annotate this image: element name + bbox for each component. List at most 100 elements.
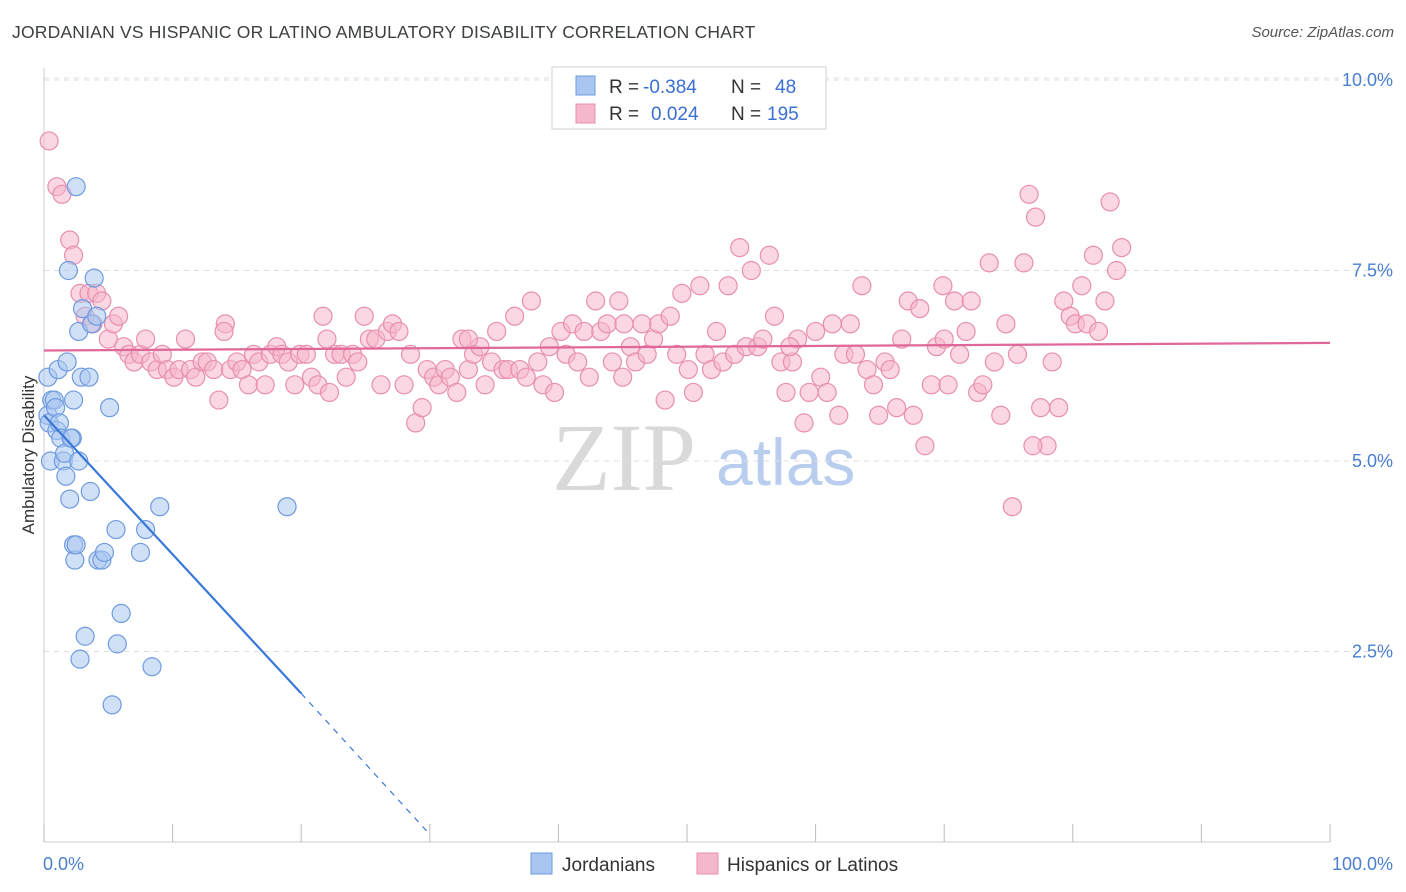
jordanian-point-28 (75, 626, 95, 646)
x-tick-label-min: 0.0% (43, 854, 84, 874)
hispanic-point-166 (991, 405, 1011, 425)
hispanic-point-176 (1049, 398, 1069, 418)
hispanic-point-134 (805, 321, 826, 342)
hispanic-point-129 (776, 382, 796, 403)
jordanian-point-15 (58, 260, 79, 281)
hispanic-point-93 (568, 352, 588, 372)
hispanic-point-59 (371, 375, 391, 395)
jordanian-point-14 (57, 352, 77, 372)
hispanic-point-89 (544, 382, 565, 403)
hispanic-point-95 (579, 367, 599, 387)
hispanic-point-36 (238, 375, 259, 395)
hispanic-point-189 (934, 329, 954, 349)
hispanic-point-173 (1031, 398, 1051, 418)
hispanic-point-49 (313, 306, 333, 326)
hispanic-point-109 (660, 306, 680, 326)
hispanic-point-112 (678, 359, 698, 380)
hispanic-point-194 (214, 321, 234, 342)
y-tick-label-1: 5.0% (1352, 451, 1393, 471)
hispanic-point-163 (973, 375, 993, 395)
bottom-legend-label-hispanics: Hispanics or Latinos (727, 855, 898, 876)
legend-n-label-2: N = (731, 104, 761, 125)
jordanian-point-18 (63, 390, 84, 410)
hispanic-point-110 (667, 344, 687, 364)
hispanic-point-153 (915, 436, 935, 456)
hispanic-point-117 (706, 321, 727, 342)
legend-n-value-2: 195 (767, 104, 799, 125)
watermark: ZIP atlas (552, 404, 855, 511)
hispanic-point-172 (1025, 207, 1046, 227)
x-tick-labels: 0.0% 100.0% (43, 854, 1393, 874)
jordanian-point-38 (106, 519, 126, 540)
bottom-legend-swatch-hispanics (696, 852, 719, 875)
hispanic-point-160 (956, 321, 976, 342)
jordanian-point-43 (142, 657, 162, 677)
hispanic-point-148 (887, 398, 907, 418)
hispanic-point-82 (505, 306, 525, 326)
hispanic-point-100 (609, 291, 629, 311)
bottom-legend-swatch-jordanians (530, 852, 553, 875)
hispanic-point-164 (979, 253, 999, 273)
chart-source: Source: ZipAtlas.com (1251, 24, 1394, 41)
jordanian-point-41 (130, 542, 151, 563)
hispanic-point-85 (521, 291, 541, 311)
hispanic-point-158 (944, 291, 965, 311)
jordanian-point-40 (111, 603, 131, 624)
hispanic-point-119 (718, 276, 738, 296)
bottom-legend-label-jordanians: Jordanians (562, 855, 655, 876)
hispanic-point-98 (597, 314, 617, 334)
watermark-zip: ZIP (552, 404, 696, 511)
hispanic-point-140 (840, 314, 860, 334)
hispanic-point-142 (852, 276, 872, 296)
hispanic-point-113 (683, 382, 704, 403)
jordanian-point-39 (107, 634, 127, 654)
hispanic-point-77 (475, 375, 495, 395)
jordanian-point-25 (70, 649, 90, 669)
hispanic-point-145 (869, 405, 889, 425)
hispanic-point-39 (255, 375, 275, 395)
legend-n-label-1: N = (731, 77, 761, 98)
y-tick-labels: 2.5% 5.0% 7.5% 10.0% (1342, 70, 1393, 662)
hispanic-point-50 (319, 382, 340, 403)
hispanic-point-62 (389, 321, 409, 342)
hispanic-point-56 (354, 306, 374, 326)
hispanic-trend-line (43, 341, 1331, 352)
hispanic-point-187 (1112, 238, 1132, 258)
hispanic-point-64 (400, 344, 421, 364)
jordanian-point-44 (150, 497, 170, 517)
hispanic-point-159 (950, 344, 970, 364)
hispanic-point-44 (285, 375, 305, 395)
jordanian-point-37 (99, 398, 120, 418)
hispanic-point-136 (817, 382, 837, 403)
trend-lines (43, 341, 1331, 835)
legend-swatch-hispanics (575, 103, 596, 124)
hispanic-point-123 (741, 260, 761, 281)
hispanic-point-0 (39, 131, 59, 151)
hispanic-point-84 (516, 367, 536, 387)
hispanic-point-108 (655, 390, 675, 410)
hispanic-point-137 (822, 314, 842, 334)
hispanic-point-114 (690, 276, 710, 296)
hispanic-point-101 (614, 314, 634, 334)
jordanian-point-13 (56, 466, 76, 486)
jordanian-trend-extension (300, 693, 431, 835)
hispanic-point-149 (892, 329, 912, 349)
jordanian-point-30 (80, 481, 100, 502)
hispanic-point-188 (1023, 436, 1043, 456)
hispanic-point-53 (336, 367, 356, 387)
hispanic-point-99 (602, 352, 623, 372)
hispanic-point-165 (984, 352, 1004, 372)
hispanic-point-13 (108, 306, 129, 326)
hispanic-point-171 (1019, 184, 1039, 204)
hispanic-point-125 (753, 329, 773, 349)
hispanic-point-157 (938, 375, 958, 395)
legend-r-label-1: R = (609, 77, 639, 98)
hispanic-point-141 (845, 344, 866, 364)
hispanic-point-161 (961, 291, 981, 311)
jordanian-point-42 (135, 519, 156, 540)
jordanian-point-16 (60, 489, 80, 509)
jordanian-point-36 (94, 542, 115, 563)
hispanic-point-169 (1007, 344, 1028, 364)
hispanic-point-66 (412, 398, 432, 418)
hispanic-point-63 (394, 375, 414, 395)
